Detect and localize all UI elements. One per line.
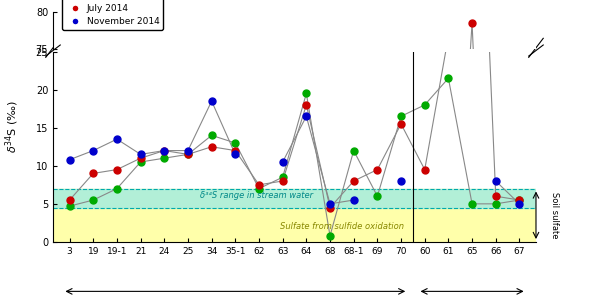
Bar: [53, 189, 536, 208]
Legend: May 2014, July 2014, November 2014: May 2014, July 2014, November 2014: [62, 0, 163, 30]
Text: δ³⁴S range in stream water: δ³⁴S range in stream water: [200, 191, 313, 200]
Text: Sulfate from sulfide oxidation: Sulfate from sulfide oxidation: [280, 222, 404, 231]
Bar: [53, 189, 536, 242]
Text: Soil sulfate: Soil sulfate: [550, 192, 559, 239]
Text: $\delta^{34}$S (‰): $\delta^{34}$S (‰): [3, 100, 21, 153]
